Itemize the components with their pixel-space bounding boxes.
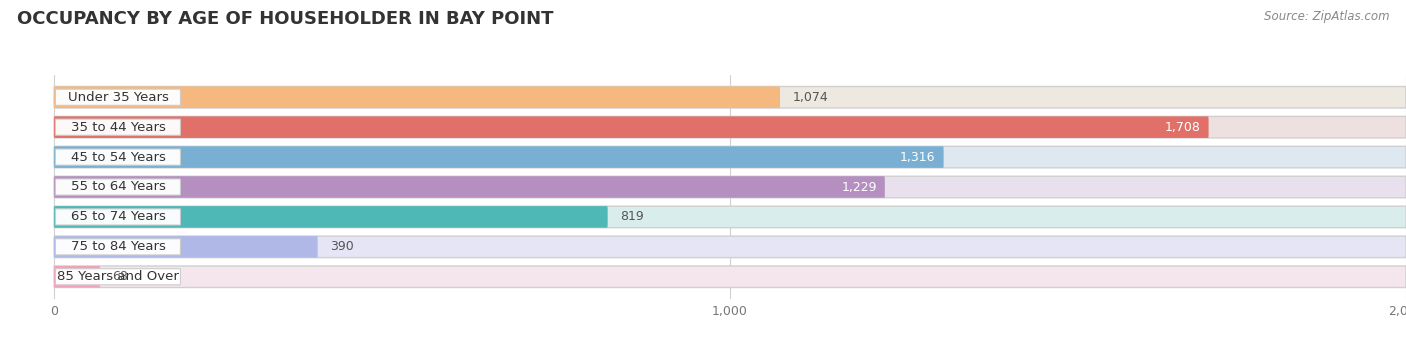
FancyBboxPatch shape bbox=[55, 269, 180, 285]
FancyBboxPatch shape bbox=[53, 206, 1406, 228]
Text: Under 35 Years: Under 35 Years bbox=[67, 91, 169, 104]
FancyBboxPatch shape bbox=[53, 236, 318, 258]
FancyBboxPatch shape bbox=[53, 176, 1406, 198]
Text: 85 Years and Over: 85 Years and Over bbox=[58, 270, 179, 283]
FancyBboxPatch shape bbox=[53, 176, 884, 198]
Text: 45 to 54 Years: 45 to 54 Years bbox=[70, 151, 166, 164]
FancyBboxPatch shape bbox=[55, 239, 180, 255]
FancyBboxPatch shape bbox=[53, 86, 780, 108]
Text: 1,074: 1,074 bbox=[792, 91, 828, 104]
Text: 1,316: 1,316 bbox=[900, 151, 935, 164]
FancyBboxPatch shape bbox=[53, 146, 1406, 168]
Text: 65 to 74 Years: 65 to 74 Years bbox=[70, 210, 166, 223]
FancyBboxPatch shape bbox=[55, 179, 180, 195]
FancyBboxPatch shape bbox=[53, 236, 1406, 258]
FancyBboxPatch shape bbox=[53, 206, 607, 228]
FancyBboxPatch shape bbox=[55, 119, 180, 135]
FancyBboxPatch shape bbox=[53, 116, 1209, 138]
FancyBboxPatch shape bbox=[53, 146, 943, 168]
Text: 75 to 84 Years: 75 to 84 Years bbox=[70, 240, 166, 253]
Text: 819: 819 bbox=[620, 210, 644, 223]
Text: Source: ZipAtlas.com: Source: ZipAtlas.com bbox=[1264, 10, 1389, 23]
FancyBboxPatch shape bbox=[53, 266, 1406, 288]
Text: OCCUPANCY BY AGE OF HOUSEHOLDER IN BAY POINT: OCCUPANCY BY AGE OF HOUSEHOLDER IN BAY P… bbox=[17, 10, 554, 28]
Text: 55 to 64 Years: 55 to 64 Years bbox=[70, 181, 166, 193]
FancyBboxPatch shape bbox=[53, 116, 1406, 138]
FancyBboxPatch shape bbox=[53, 86, 1406, 108]
Text: 35 to 44 Years: 35 to 44 Years bbox=[70, 121, 166, 134]
FancyBboxPatch shape bbox=[55, 149, 180, 165]
Text: 68: 68 bbox=[112, 270, 128, 283]
Text: 1,708: 1,708 bbox=[1164, 121, 1201, 134]
FancyBboxPatch shape bbox=[55, 89, 180, 105]
Text: 390: 390 bbox=[330, 240, 354, 253]
Text: 1,229: 1,229 bbox=[841, 181, 877, 193]
FancyBboxPatch shape bbox=[55, 209, 180, 225]
FancyBboxPatch shape bbox=[53, 266, 100, 288]
